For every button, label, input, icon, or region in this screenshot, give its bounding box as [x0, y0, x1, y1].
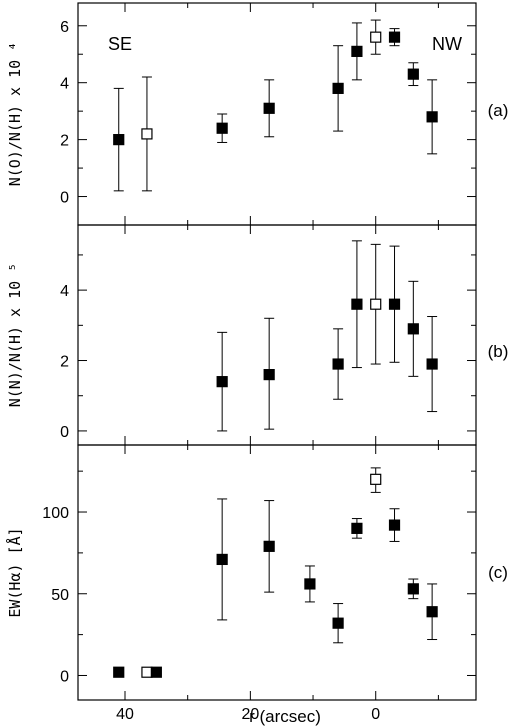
- data-point: [370, 467, 382, 493]
- marker-open-square: [141, 666, 153, 678]
- marker-open-square: [141, 128, 153, 140]
- panel-frame: [77, 224, 477, 446]
- data-point: [351, 240, 363, 369]
- data-point: [388, 28, 401, 47]
- data-point: [407, 62, 419, 87]
- panel-2: 0 2 4 N(N)/N(H) x 10 ⁵ (b): [6, 224, 509, 446]
- data-point: [216, 113, 228, 143]
- data-point: [113, 666, 125, 678]
- data-point: [407, 578, 419, 600]
- marker-open-square: [370, 473, 382, 485]
- data-point: [351, 518, 363, 539]
- marker-filled-square: [332, 358, 344, 370]
- x-tick-label: 20: [241, 706, 259, 723]
- marker-filled-square: [263, 369, 275, 381]
- data-point: [263, 79, 275, 138]
- data-point: [332, 603, 344, 644]
- marker-filled-square: [263, 102, 275, 114]
- marker-filled-square: [426, 606, 438, 618]
- y-tick-label: 2: [60, 133, 69, 150]
- annotation-nw: NW: [432, 34, 462, 54]
- marker-filled-square: [407, 323, 419, 335]
- data-point: [426, 316, 438, 413]
- marker-filled-square: [388, 31, 401, 43]
- annotation-se: SE: [108, 34, 132, 54]
- marker-filled-square: [113, 666, 125, 678]
- data-point: [304, 565, 316, 603]
- marker-filled-square: [216, 553, 228, 566]
- data-point: [263, 500, 275, 593]
- panel-tag: (b): [488, 342, 509, 361]
- marker-filled-square: [426, 111, 438, 123]
- marker-filled-square: [407, 583, 419, 595]
- x-tick-label: 40: [116, 706, 134, 723]
- data-point: [141, 76, 153, 192]
- marker-filled-square: [332, 82, 344, 94]
- marker-filled-square: [388, 298, 401, 310]
- marker-filled-square: [351, 45, 363, 57]
- data-point: [351, 22, 363, 81]
- marker-open-square: [370, 31, 382, 43]
- data-point: [141, 666, 153, 678]
- y-tick-label: 50: [51, 587, 69, 604]
- data-point: [388, 245, 401, 363]
- marker-filled-square: [388, 519, 401, 531]
- panel-3: 0 50 100 EW(Hα) [Å] (c) 40 20 0: [5, 444, 508, 723]
- data-point: [113, 87, 125, 192]
- marker-filled-square: [263, 540, 275, 552]
- data-point: [426, 79, 438, 155]
- data-point: [332, 45, 344, 132]
- data-point: [332, 328, 344, 400]
- y-tick-label: 100: [42, 505, 69, 522]
- panel-frame: [77, 2, 477, 226]
- marker-filled-square: [407, 68, 419, 80]
- data-point: [150, 666, 162, 678]
- marker-filled-square: [426, 358, 438, 370]
- marker-filled-square: [216, 122, 228, 134]
- data-point: [370, 19, 382, 55]
- panel-tag: (a): [488, 101, 509, 120]
- x-axis-label: r (arcsec): [249, 707, 321, 726]
- marker-filled-square: [216, 376, 228, 388]
- y-tick-label: 0: [60, 424, 69, 441]
- panel-frame: [77, 444, 477, 701]
- y-tick-label: 0: [60, 190, 69, 207]
- marker-filled-square: [351, 522, 363, 534]
- panel-tag: (c): [488, 563, 508, 582]
- marker-filled-square: [150, 666, 162, 678]
- panels-layer: 0 2 4 6 N(O)/N(H) x 10 ⁴ (a) SE NW 0 2 4 N(N)/N(H) …: [5, 2, 509, 723]
- y-tick-label: 4: [60, 283, 69, 300]
- data-point: [370, 243, 382, 365]
- y-axis-label: N(N)/N(H) x 10 ⁵: [6, 263, 24, 408]
- y-tick-label: 0: [60, 668, 69, 685]
- data-point: [216, 498, 228, 621]
- data-point: [388, 508, 401, 542]
- y-tick-label: 2: [60, 354, 69, 371]
- y-tick-label: 6: [60, 19, 69, 36]
- marker-filled-square: [332, 617, 344, 629]
- panel-1: 0 2 4 6 N(O)/N(H) x 10 ⁴ (a) SE NW: [6, 2, 509, 226]
- data-point: [426, 583, 438, 641]
- marker-open-square: [370, 298, 382, 310]
- marker-filled-square: [304, 578, 316, 590]
- data-point: [407, 280, 419, 377]
- y-axis-label: N(O)/N(H) x 10 ⁴: [6, 42, 24, 187]
- data-point: [263, 317, 275, 430]
- y-tick-label: 4: [60, 76, 69, 93]
- data-point: [216, 331, 228, 432]
- y-axis-label: EW(Hα) [Å]: [5, 527, 24, 617]
- marker-filled-square: [113, 134, 125, 146]
- x-tick-label: 0: [371, 706, 380, 723]
- marker-filled-square: [351, 298, 363, 310]
